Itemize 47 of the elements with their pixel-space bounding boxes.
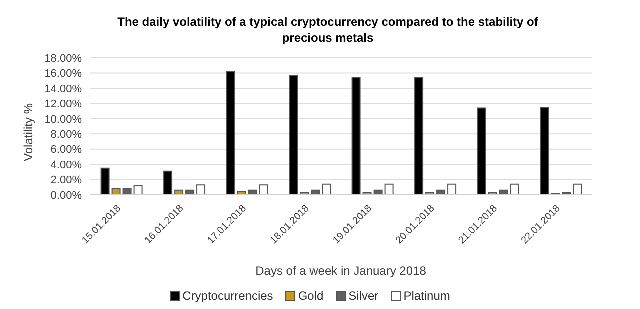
bar bbox=[300, 192, 310, 195]
bar bbox=[510, 184, 520, 195]
bar bbox=[186, 190, 195, 195]
y-tick-label: 14.00% bbox=[44, 83, 82, 96]
bar bbox=[100, 168, 110, 195]
y-tick-label: 6.00% bbox=[50, 144, 82, 156]
bar bbox=[174, 190, 184, 195]
bar bbox=[426, 192, 435, 195]
bar bbox=[499, 190, 508, 195]
y-tick-label: 4.00% bbox=[50, 159, 82, 172]
bar bbox=[322, 184, 332, 195]
bar bbox=[311, 190, 320, 195]
bar bbox=[362, 192, 372, 195]
legend-label: Cryptocurrencies bbox=[182, 289, 274, 303]
legend-label: Platinum bbox=[404, 289, 450, 303]
bar bbox=[134, 185, 143, 195]
bar bbox=[248, 190, 258, 195]
bar bbox=[562, 192, 572, 195]
x-axis-title: Days of a week in January 2018 bbox=[256, 264, 427, 278]
bar bbox=[540, 106, 550, 195]
bar bbox=[573, 184, 582, 195]
legend-label: Silver bbox=[348, 289, 379, 303]
bar bbox=[289, 75, 298, 195]
bar bbox=[414, 77, 424, 195]
y-tick-label: 8.00% bbox=[50, 129, 82, 142]
y-tick-label: 12.00% bbox=[44, 98, 82, 111]
bar bbox=[112, 188, 121, 195]
bar bbox=[196, 184, 206, 195]
bar bbox=[259, 184, 268, 195]
bar bbox=[384, 184, 394, 195]
y-axis-title: Volatility % bbox=[21, 103, 36, 162]
bar bbox=[164, 170, 173, 195]
bar bbox=[488, 192, 498, 195]
bar bbox=[226, 71, 236, 195]
bar bbox=[477, 108, 486, 195]
y-tick-label: 10.00% bbox=[44, 114, 82, 126]
chart-title: The daily volatility of a typical cryptocurrency compared to the stability of precious metals bbox=[116, 14, 540, 46]
y-tick-label: 0.00% bbox=[50, 190, 82, 202]
legend-label: Gold bbox=[298, 289, 324, 303]
bar bbox=[448, 184, 457, 195]
y-tick-label: 18.00% bbox=[44, 52, 82, 65]
bar bbox=[374, 190, 383, 195]
bar bbox=[352, 77, 361, 195]
bar bbox=[122, 188, 132, 195]
y-tick-label: 16.00% bbox=[44, 68, 82, 80]
y-tick-label: 2.00% bbox=[50, 174, 82, 187]
bar bbox=[436, 190, 446, 195]
